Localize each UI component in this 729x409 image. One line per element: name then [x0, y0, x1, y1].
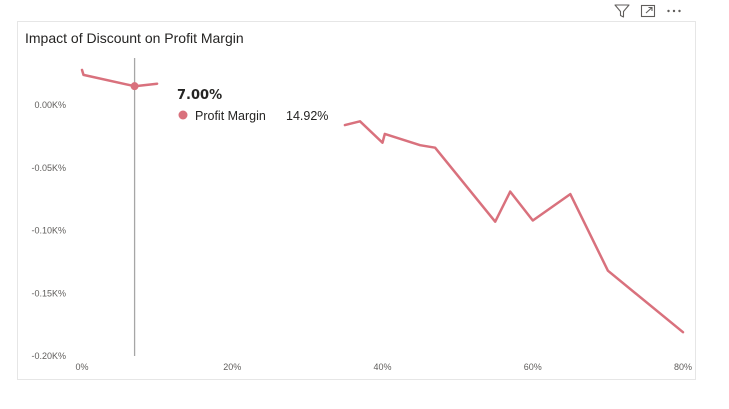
y-tick-label: -0.20K%: [31, 351, 66, 361]
tooltip-value: 14.92%: [286, 109, 328, 123]
series-layer: [80, 68, 685, 334]
y-tick-label: -0.10K%: [31, 226, 66, 236]
tooltip-title: 7.00%: [177, 88, 222, 103]
focus-mode-icon[interactable]: [639, 2, 657, 20]
x-tick-label: 40%: [373, 362, 391, 372]
y-tick-label: -0.15K%: [31, 288, 66, 298]
tooltip-series-marker: [178, 110, 188, 120]
hover-data-point: [130, 82, 139, 91]
y-tick-label: -0.05K%: [31, 163, 66, 173]
y-axis: 0.00K% -0.05K% -0.10K% -0.15K% -0.20K%: [31, 100, 66, 361]
y-tick-label: 0.00K%: [34, 100, 66, 110]
x-axis: 0% 20% 40% 60% 80%: [75, 362, 692, 372]
x-tick-label: 0%: [75, 362, 88, 372]
tooltip-series-name: Profit Margin: [195, 109, 266, 123]
more-options-icon[interactable]: [665, 2, 683, 20]
visual-header-toolbar: [613, 2, 693, 20]
x-tick-label: 20%: [223, 362, 241, 372]
x-tick-label: 60%: [524, 362, 542, 372]
tooltip: 7.00% Profit Margin 14.92%: [177, 88, 328, 123]
chart-plot-area[interactable]: 0.00K% -0.05K% -0.10K% -0.15K% -0.20K% 0% 20%…: [18, 22, 695, 379]
series-line[interactable]: [80, 68, 159, 88]
filter-icon[interactable]: [613, 2, 631, 20]
series-line[interactable]: [343, 120, 685, 334]
x-tick-label: 80%: [674, 362, 692, 372]
line-chart-visual[interactable]: Impact of Discount on Profit Margin 0.00…: [17, 21, 696, 380]
chart-title: Impact of Discount on Profit Margin: [25, 30, 244, 46]
